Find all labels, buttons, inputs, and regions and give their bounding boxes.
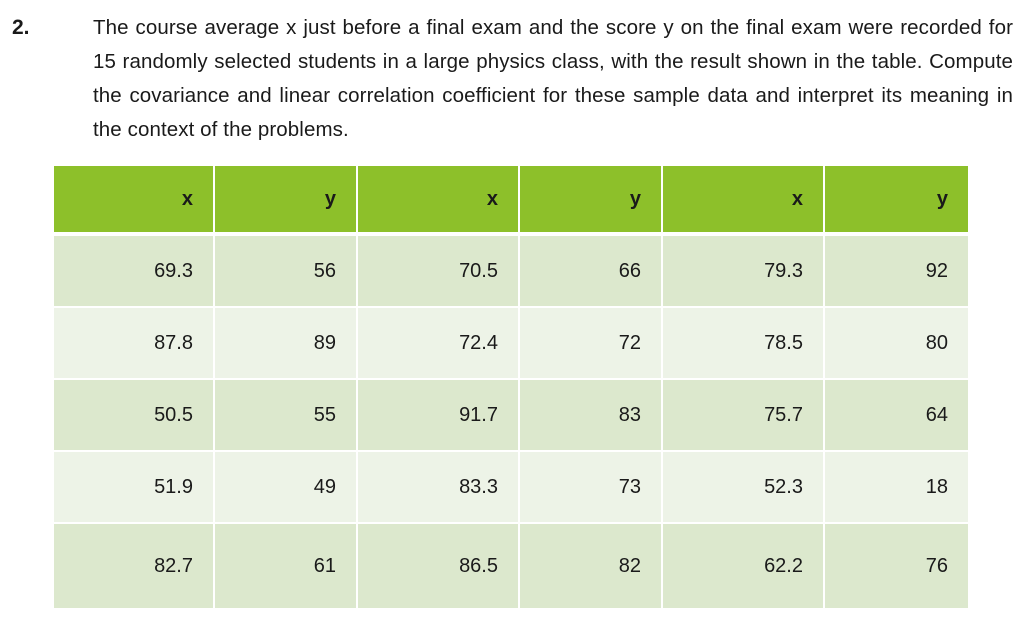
table-row: 82.7 61 86.5 82 62.2 76 bbox=[54, 524, 968, 610]
table-cell: 82.7 bbox=[54, 524, 215, 610]
table-cell: 50.5 bbox=[54, 380, 215, 452]
table-cell: 18 bbox=[825, 452, 968, 524]
table-cell: 72 bbox=[520, 308, 663, 380]
table-cell: 49 bbox=[215, 452, 358, 524]
table-header-row: x y x y x y bbox=[54, 166, 968, 236]
table-cell: 55 bbox=[215, 380, 358, 452]
table-cell: 83 bbox=[520, 380, 663, 452]
table-cell: 87.8 bbox=[54, 308, 215, 380]
header-x-1: x bbox=[54, 166, 215, 236]
table-cell: 83.3 bbox=[358, 452, 520, 524]
header-y-2: y bbox=[520, 166, 663, 236]
table-cell: 51.9 bbox=[54, 452, 215, 524]
table-cell: 56 bbox=[215, 236, 358, 308]
table-row: 87.8 89 72.4 72 78.5 80 bbox=[54, 308, 968, 380]
data-table: x y x y x y 69.3 56 70.5 66 79.3 92 87.8… bbox=[54, 166, 968, 610]
table-cell: 79.3 bbox=[663, 236, 825, 308]
table-cell: 62.2 bbox=[663, 524, 825, 610]
header-x-3: x bbox=[663, 166, 825, 236]
table-cell: 72.4 bbox=[358, 308, 520, 380]
table-cell: 70.5 bbox=[358, 236, 520, 308]
table-cell: 91.7 bbox=[358, 380, 520, 452]
table-cell: 64 bbox=[825, 380, 968, 452]
header-y-3: y bbox=[825, 166, 968, 236]
header-y-1: y bbox=[215, 166, 358, 236]
table-cell: 86.5 bbox=[358, 524, 520, 610]
table-cell: 92 bbox=[825, 236, 968, 308]
table-cell: 69.3 bbox=[54, 236, 215, 308]
table-row: 50.5 55 91.7 83 75.7 64 bbox=[54, 380, 968, 452]
problem-statement: The course average x just before a final… bbox=[93, 16, 1013, 141]
table-cell: 76 bbox=[825, 524, 968, 610]
table-cell: 66 bbox=[520, 236, 663, 308]
table-cell: 75.7 bbox=[663, 380, 825, 452]
table-cell: 82 bbox=[520, 524, 663, 610]
table-cell: 73 bbox=[520, 452, 663, 524]
header-x-2: x bbox=[358, 166, 520, 236]
table-cell: 52.3 bbox=[663, 452, 825, 524]
table-cell: 89 bbox=[215, 308, 358, 380]
problem-number: 2. bbox=[12, 16, 30, 39]
table-row: 51.9 49 83.3 73 52.3 18 bbox=[54, 452, 968, 524]
table-cell: 61 bbox=[215, 524, 358, 610]
table-cell: 78.5 bbox=[663, 308, 825, 380]
table-row: 69.3 56 70.5 66 79.3 92 bbox=[54, 236, 968, 308]
table-cell: 80 bbox=[825, 308, 968, 380]
